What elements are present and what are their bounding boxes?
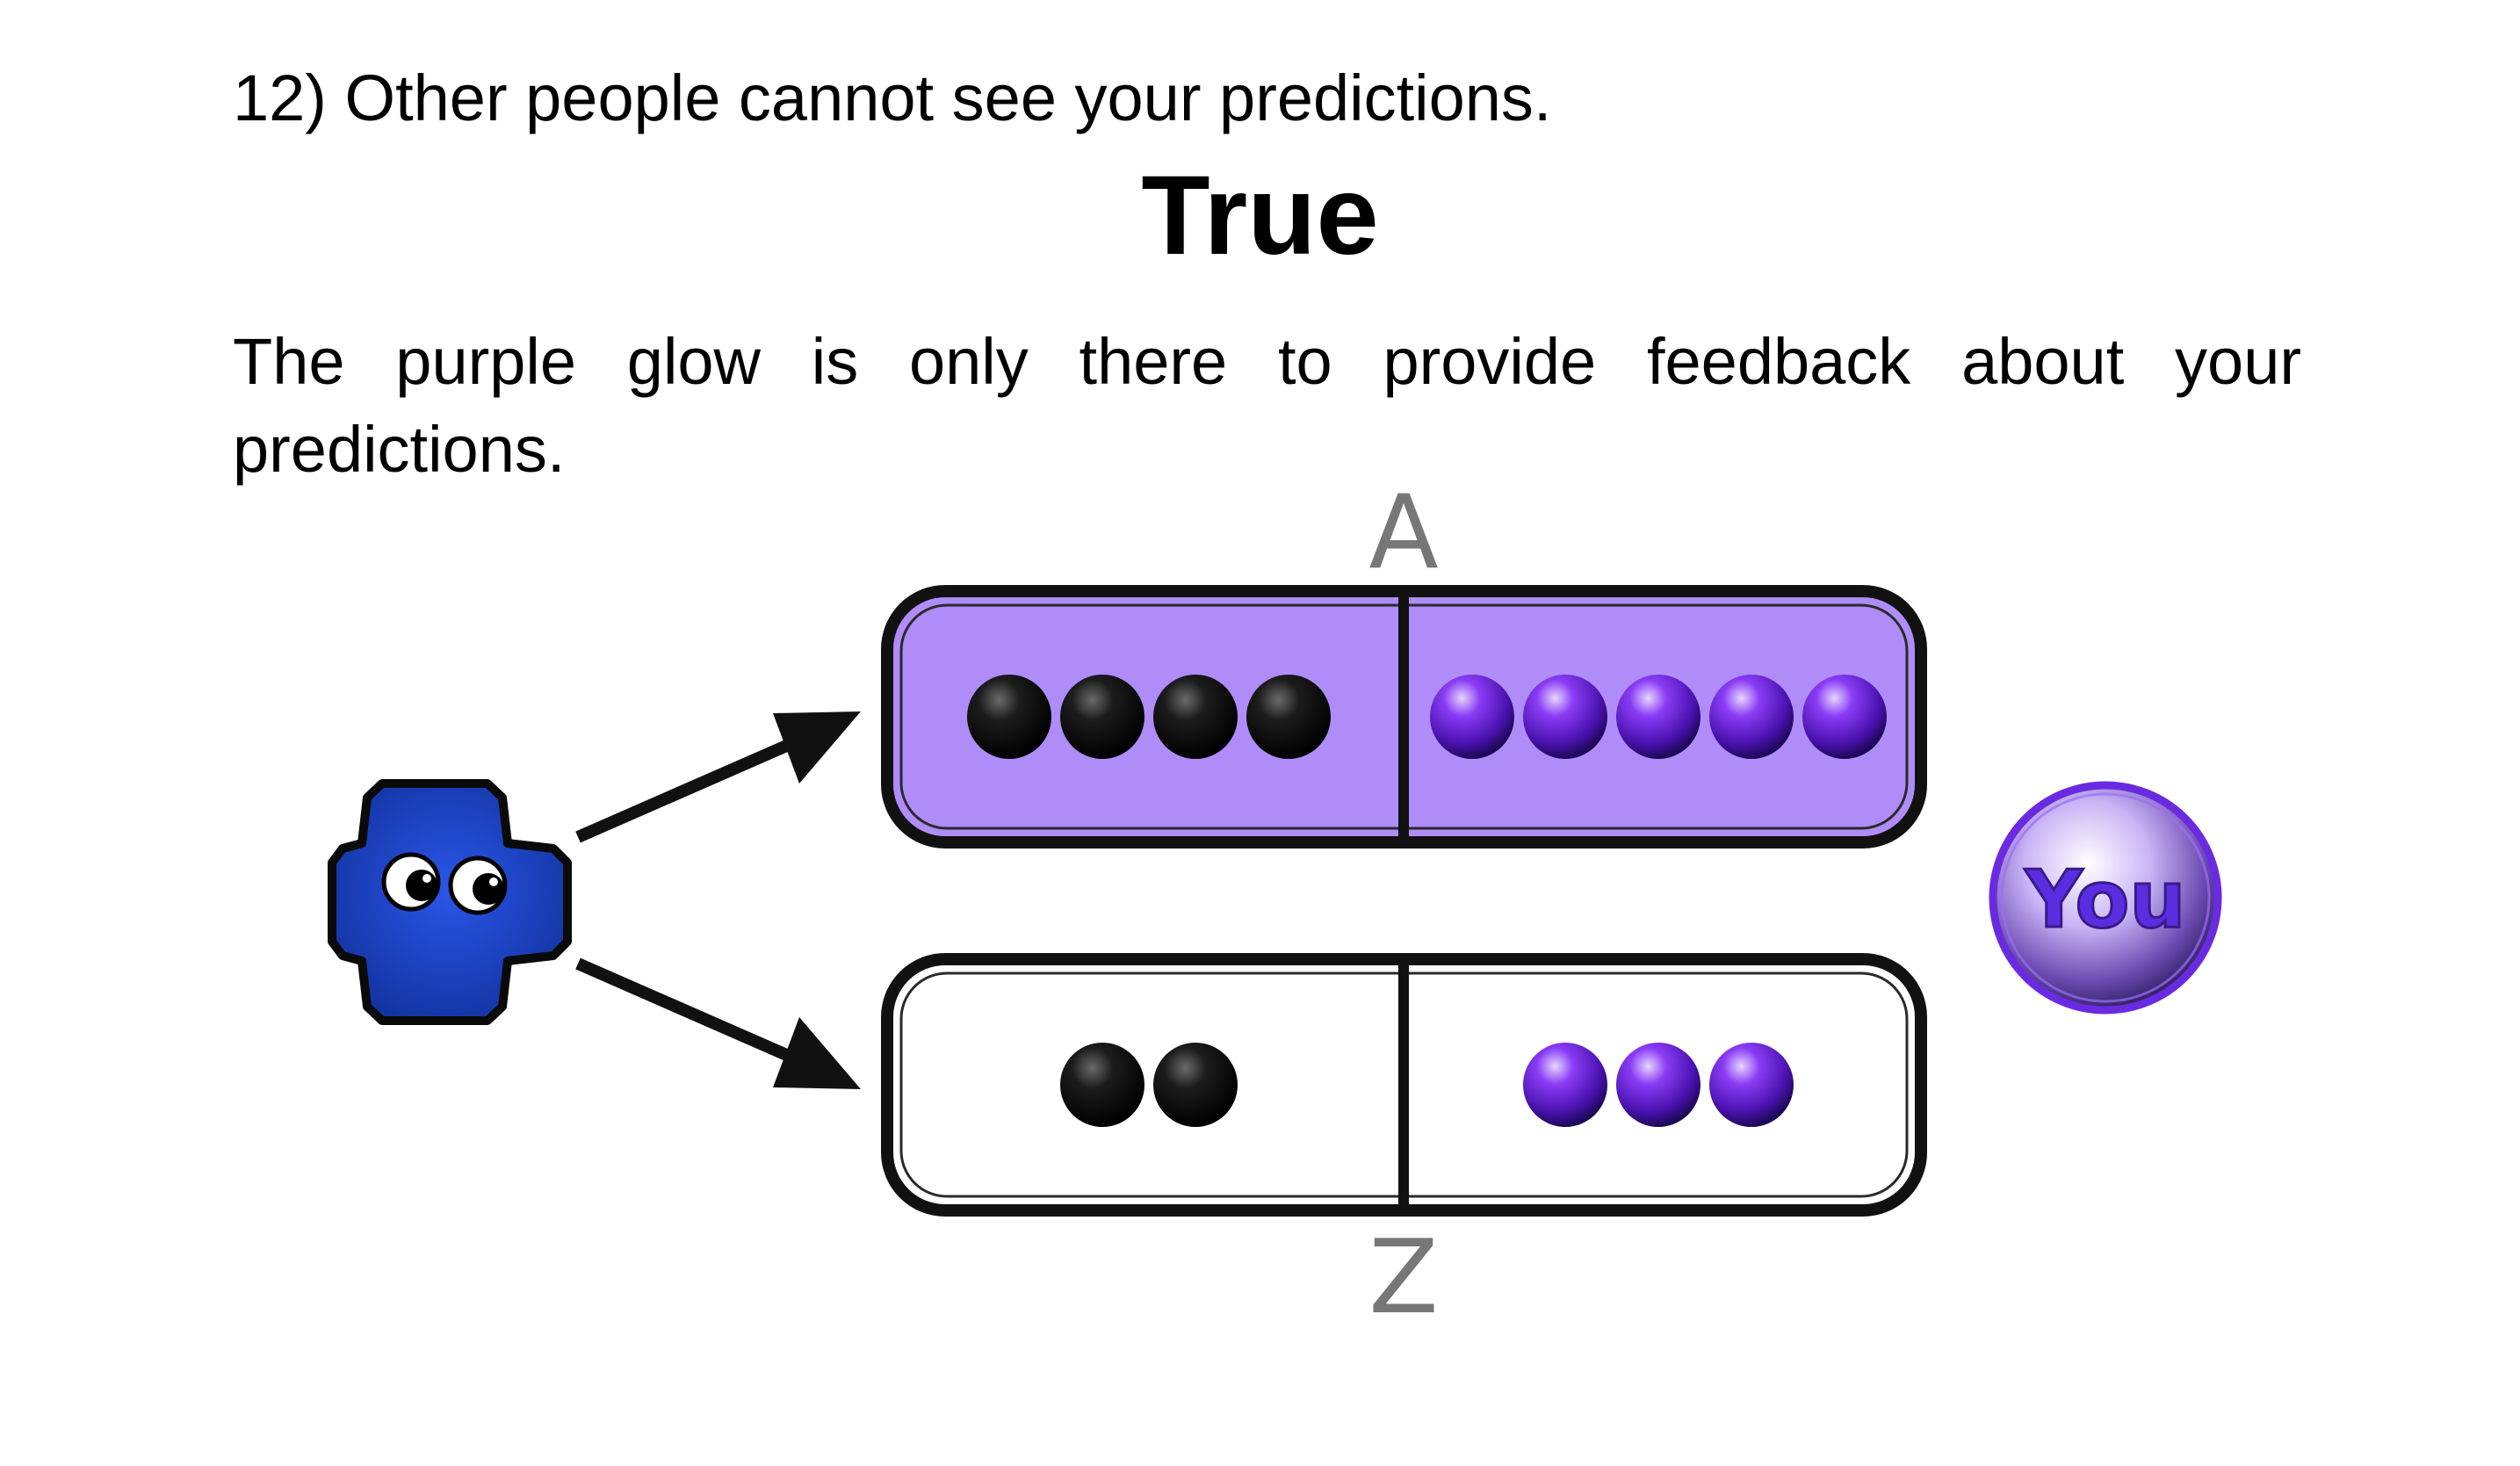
blue-cross-creature-icon (328, 779, 572, 1025)
arrow-to-option-a (575, 711, 861, 843)
you-token: You (1989, 781, 2222, 1015)
explanation-text: The purple glow is only there to provide… (233, 325, 2301, 486)
option-a-box: A (881, 473, 1927, 849)
black-ball (1060, 675, 1144, 759)
purple-ball (1709, 1043, 1794, 1127)
purple-ball (1523, 1043, 1607, 1127)
purple-ball (1523, 675, 1607, 759)
question-text: 12) Other people cannot see your predict… (233, 61, 1552, 134)
purple-ball (1709, 675, 1794, 759)
black-ball (1153, 675, 1238, 759)
option-z-label: Z (1368, 1218, 1438, 1337)
purple-ball (1430, 675, 1514, 759)
arrow-to-option-z (575, 957, 861, 1089)
black-ball (1246, 675, 1331, 759)
purple-ball (1616, 675, 1700, 759)
agent-eye-right (448, 856, 508, 915)
black-ball (967, 675, 1051, 759)
black-ball (1153, 1043, 1238, 1127)
purple-ball (1802, 675, 1887, 759)
purple-ball (1616, 1043, 1700, 1127)
agent-eye-left (381, 852, 441, 912)
option-z-box: Z (881, 953, 1927, 1337)
you-token-label: You (2025, 854, 2186, 946)
option-a-label: A (1368, 473, 1438, 592)
black-ball (1060, 1043, 1144, 1127)
answer-text: True (1141, 153, 1379, 278)
